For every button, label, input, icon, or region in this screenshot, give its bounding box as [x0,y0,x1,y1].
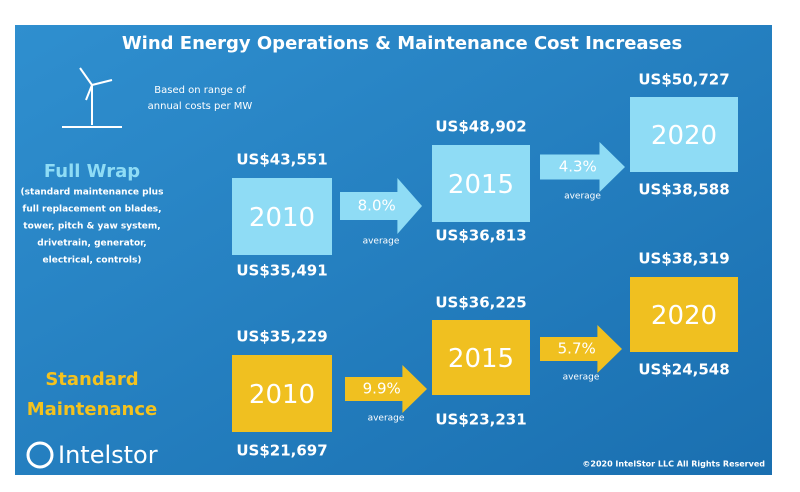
high-cost: US$36,225 [435,294,526,312]
row-name: Standard [45,369,138,390]
subtitle: Based on range of [154,85,246,96]
growth-note: average [564,192,601,202]
row-description: electrical, controls) [43,256,142,266]
low-cost: US$35,491 [236,262,327,280]
low-cost: US$24,548 [638,361,729,379]
year: 2015 [448,344,514,374]
high-cost: US$48,902 [435,118,526,136]
year: 2010 [249,380,315,410]
row-name: Full Wrap [44,161,140,182]
year: 2020 [651,121,717,151]
growth-rate: 8.0% [358,197,396,215]
arrow [540,325,622,373]
row-description: tower, pitch & yaw system, [23,222,160,232]
year-box [432,320,530,395]
high-cost: US$43,551 [236,151,327,169]
growth-note: average [363,237,400,247]
low-cost: US$23,231 [435,411,526,429]
high-cost: US$50,727 [638,71,729,89]
year-box [630,97,738,172]
subtitle: annual costs per MW [148,101,253,112]
growth-note: average [563,373,600,383]
row-name: Maintenance [27,399,158,420]
growth-rate: 5.7% [558,340,596,358]
year-box [232,178,332,255]
arrow [340,178,422,234]
year: 2015 [448,170,514,200]
year: 2010 [249,203,315,233]
year-box [630,277,738,352]
year-box [232,355,332,432]
row-description: full replacement on blades, [22,205,161,215]
growth-rate: 4.3% [559,158,597,176]
low-cost: US$36,813 [435,227,526,245]
row-description: (standard maintenance plus [21,188,164,198]
logo: Intelstor [58,441,158,469]
high-cost: US$35,229 [236,328,327,346]
year-box [432,145,530,222]
low-cost: US$21,697 [236,442,327,460]
growth-note: average [368,414,405,424]
growth-rate: 9.9% [363,380,401,398]
high-cost: US$38,319 [638,250,729,268]
year: 2020 [651,301,717,331]
copyright: ©2020 IntelStor LLC All Rights Reserved [582,460,765,469]
logo-icon [26,441,54,469]
row-description: drivetrain, generator, [37,239,146,249]
title: Wind Energy Operations & Maintenance Cos… [122,33,682,54]
arrow [345,365,427,413]
arrow [540,142,625,192]
low-cost: US$38,588 [638,181,729,199]
turbine-icon [62,67,122,128]
